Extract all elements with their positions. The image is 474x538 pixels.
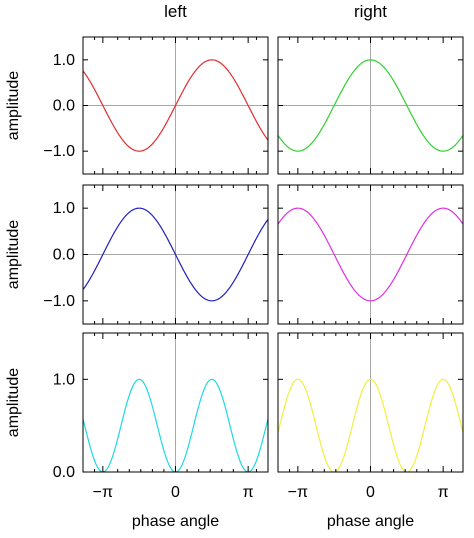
y-tick-label: 1.0 xyxy=(53,52,75,69)
panel-r0-c0: 1.0 0.0 −1.0 amplitude xyxy=(5,36,269,175)
y-tick-label: 0.0 xyxy=(53,247,75,264)
y-tick-label: −1.0 xyxy=(43,293,75,310)
x-tick-label: −π xyxy=(93,484,113,501)
y-tick-label: 0.0 xyxy=(53,464,75,481)
x-tick-label: 0 xyxy=(366,484,375,501)
column-title-1: right xyxy=(354,2,387,21)
y-axis-label: amplitude xyxy=(5,220,22,289)
series-line-cosx xyxy=(278,59,463,152)
x-tick-label: 0 xyxy=(171,484,180,501)
y-axis-label: amplitude xyxy=(5,368,22,437)
panel-r0-c1 xyxy=(277,36,464,175)
y-tick-label: 1.0 xyxy=(53,371,75,388)
y-tick-label: −1.0 xyxy=(43,143,75,160)
panel-r1-c1 xyxy=(277,184,464,325)
panel-r2-c0: 1.0 0.0 −π 0 π phase angle amplitude xyxy=(5,332,269,530)
x-tick-label: −π xyxy=(288,484,308,501)
series-line-sinx xyxy=(83,59,268,152)
column-title-0: left xyxy=(164,2,187,21)
y-tick-label: 1.0 xyxy=(53,200,75,217)
y-tick-label: 0.0 xyxy=(53,98,75,115)
x-tick-label: π xyxy=(438,484,449,501)
y-axis-label: amplitude xyxy=(5,71,22,140)
series-line-cosx xyxy=(278,207,463,302)
panel-r1-c0: 1.0 0.0 −1.0 amplitude xyxy=(5,184,269,325)
series-line-cosx2 xyxy=(278,378,463,472)
x-axis-label: phase angle xyxy=(132,513,219,530)
panel-r2-c1: −π 0 π phase angle xyxy=(277,332,464,530)
x-axis-label: phase angle xyxy=(327,513,414,530)
series-line-sinx xyxy=(83,207,268,302)
series-line-sinx2 xyxy=(83,378,268,472)
x-tick-label: π xyxy=(243,484,254,501)
